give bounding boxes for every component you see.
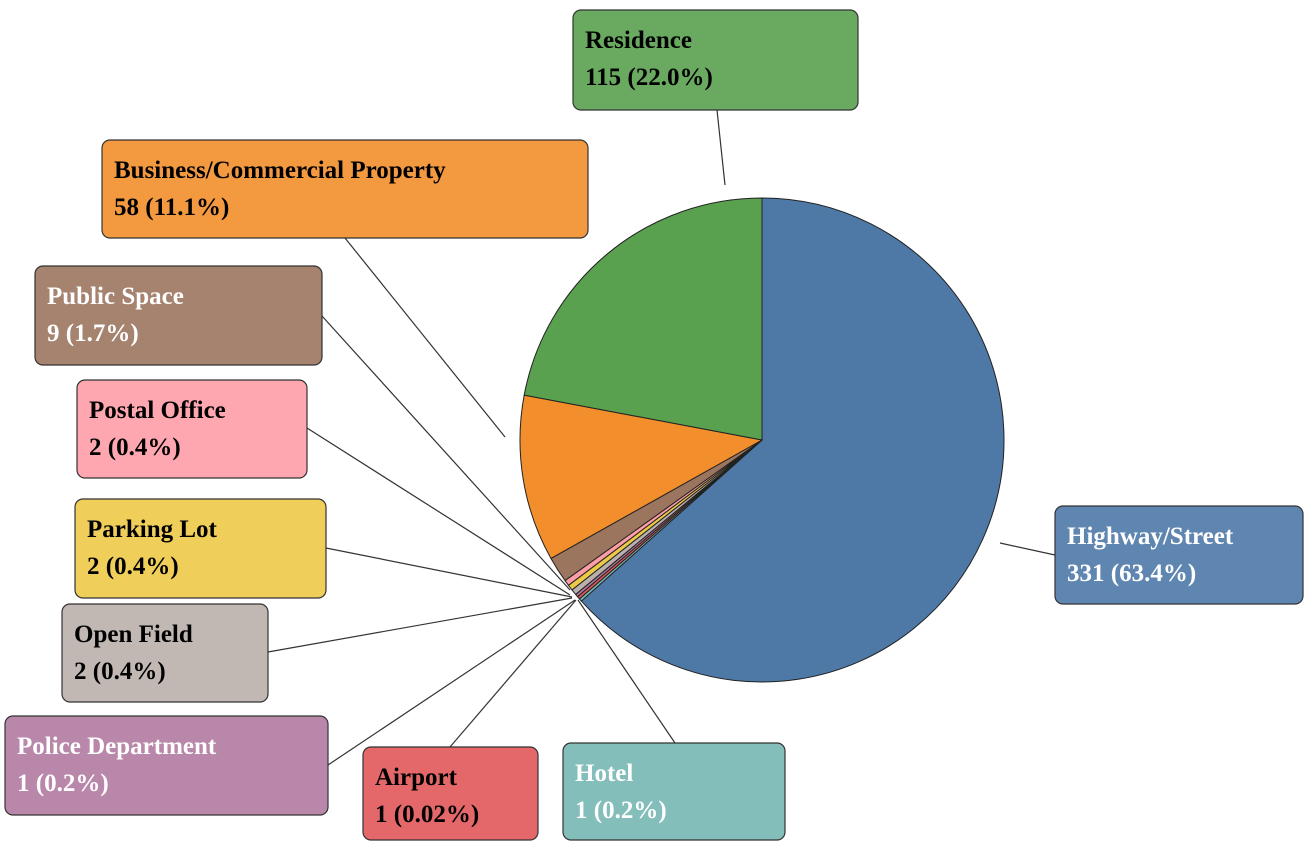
slice-value-label: 2 (0.4%)	[89, 434, 181, 461]
label-box	[34, 265, 323, 366]
slice-label: Parking Lot	[87, 516, 218, 543]
pie-slice	[523, 197, 763, 441]
label-box	[76, 379, 308, 479]
slice-label: Residence	[585, 27, 692, 54]
label-box	[74, 498, 327, 599]
leader-line	[325, 547, 573, 598]
pie-slice	[580, 197, 1005, 683]
leader-line	[344, 237, 506, 438]
slice-value-label: 1 (0.2%)	[17, 770, 109, 797]
slice-label: Postal Office	[89, 397, 226, 424]
leader-line	[306, 427, 571, 596]
slice-label: Business/Commercial Property	[114, 157, 446, 184]
slice-value-label: 2 (0.4%)	[74, 658, 166, 685]
slice-value-label: 115 (22.0%)	[585, 64, 713, 91]
label-box	[362, 746, 539, 841]
slice-value-label: 331 (63.4%)	[1067, 560, 1196, 587]
slice-label: Public Space	[47, 283, 184, 310]
leader-line	[321, 315, 571, 591]
leader-line	[716, 109, 726, 186]
label-box	[101, 139, 589, 239]
slice-value-label: 1 (0.2%)	[575, 797, 667, 824]
leader-line	[327, 599, 576, 766]
pie-slice	[519, 394, 764, 560]
leader-line	[267, 597, 573, 653]
slice-value-label: 2 (0.4%)	[87, 553, 179, 580]
slice-label: Hotel	[575, 760, 633, 787]
slice-label: Highway/Street	[1067, 523, 1234, 550]
slice-label: Police Department	[17, 733, 217, 760]
slice-value-label: 1 (0.02%)	[375, 801, 479, 828]
leader-line	[577, 599, 676, 744]
leader-line	[999, 542, 1056, 556]
label-box	[1054, 505, 1304, 605]
label-box	[4, 715, 329, 816]
label-box	[572, 9, 859, 111]
slice-label: Airport	[375, 764, 458, 791]
slice-value-label: 58 (11.1%)	[114, 194, 229, 221]
slice-label: Open Field	[74, 621, 193, 648]
slice-value-label: 9 (1.7%)	[47, 320, 139, 347]
leader-line	[449, 599, 577, 748]
label-box	[562, 742, 786, 841]
label-box	[61, 603, 269, 703]
